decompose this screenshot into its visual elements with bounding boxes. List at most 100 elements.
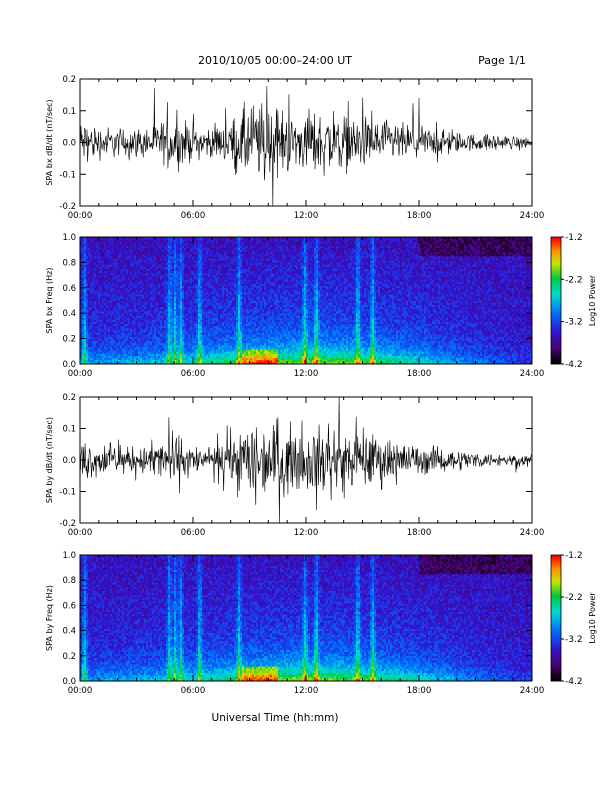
spectrogram-cell — [140, 281, 143, 284]
spectrogram-cell — [94, 289, 97, 293]
spectrogram-cell — [242, 340, 245, 344]
spectrogram-cell — [164, 344, 167, 348]
spectrogram-cell — [136, 300, 139, 303]
spectrogram-cell — [182, 243, 185, 246]
spectrogram-cell — [224, 355, 227, 358]
spectrogram-cell — [240, 359, 243, 363]
spectrogram-cell — [84, 351, 87, 354]
spectrogram-cell — [216, 258, 219, 261]
spectrogram-cell — [102, 289, 105, 293]
spectrogram-cell — [186, 237, 189, 240]
spectrogram-cell — [172, 328, 175, 331]
spectrogram-cell — [180, 340, 183, 344]
spectrogram-cell — [222, 336, 225, 339]
spectrogram-cell — [200, 277, 203, 280]
spectrogram-cell — [238, 342, 241, 346]
spectrogram-cell — [126, 283, 129, 286]
spectrogram-cell — [140, 353, 143, 356]
spectrogram-cell — [148, 256, 151, 259]
spectrogram-cell — [180, 298, 183, 301]
spectrogram-cell — [88, 266, 91, 270]
spectrogram-cell — [216, 313, 219, 316]
spectrogram-cell — [174, 330, 177, 333]
spectrogram-cell — [174, 344, 177, 348]
spectrogram-cell — [180, 304, 183, 308]
spectrogram-cell — [160, 325, 163, 329]
spectrogram-cell — [200, 349, 203, 352]
spectrogram-cell — [136, 281, 139, 284]
spectrogram-cell — [236, 353, 239, 356]
spectrogram-cell — [206, 313, 209, 316]
spectrogram-cell — [162, 315, 165, 318]
spectrogram-cell — [112, 245, 115, 248]
spectrogram-cell — [214, 251, 217, 255]
spectrogram-cell — [84, 357, 87, 361]
spectrogram-cell — [188, 359, 191, 363]
spectrogram-cell — [102, 298, 105, 301]
spectrogram-cell — [224, 347, 227, 350]
spectrogram-cell — [228, 249, 231, 253]
spectrogram-cell — [230, 325, 233, 329]
spectrogram-cell — [88, 315, 91, 318]
spectrogram-cell — [198, 237, 201, 240]
spectrogram-cell — [146, 239, 149, 242]
spectrogram-cell — [214, 264, 217, 267]
spectrogram-cell — [184, 336, 187, 339]
spectrogram-cell — [220, 302, 223, 306]
spectrogram-cell — [188, 332, 191, 335]
spectrogram-cell — [108, 247, 111, 250]
spectrogram-cell — [224, 338, 227, 342]
spectrogram-cell — [152, 266, 155, 270]
spectrogram-cell — [100, 272, 103, 276]
spectrogram-cell — [120, 294, 123, 297]
spectrogram-cell — [204, 330, 207, 333]
spectrogram-cell — [136, 272, 139, 276]
spectrogram-cell — [110, 249, 113, 253]
spectrogram-cell — [126, 298, 129, 301]
spectrogram-cell — [242, 253, 245, 257]
spectrogram-cell — [140, 342, 143, 346]
spectrogram-cell — [102, 349, 105, 352]
spectrogram-cell — [82, 270, 85, 274]
spectrogram-cell — [240, 304, 243, 308]
spectrogram-cell — [142, 340, 145, 344]
spectrogram-cell — [122, 285, 125, 289]
spectrogram-cell — [150, 302, 153, 306]
spectrogram-cell — [126, 355, 129, 358]
spectrogram-cell — [142, 292, 145, 295]
spectrogram-cell — [106, 298, 109, 301]
spectrogram-cell — [182, 294, 185, 297]
spectrogram-cell — [202, 321, 205, 325]
spectrogram-cell — [198, 262, 201, 265]
spectrogram-cell — [152, 245, 155, 248]
spectrogram-cell — [188, 279, 191, 282]
spectrogram-cell — [202, 292, 205, 295]
spectrogram-cell — [204, 247, 207, 250]
spectrogram-cell — [192, 270, 195, 274]
spectrogram-cell — [124, 359, 127, 363]
spectrogram-cell — [204, 270, 207, 274]
spectrogram-cell — [88, 251, 91, 255]
spectrogram-cell — [112, 256, 115, 259]
spectrogram-cell — [218, 262, 221, 265]
spectrogram-cell — [118, 304, 121, 308]
spectrogram-cell — [170, 247, 173, 250]
spectrogram-cell — [206, 251, 209, 255]
spectrogram-cell — [188, 251, 191, 255]
spectrogram-cell — [146, 353, 149, 356]
spectrogram-cell — [122, 344, 125, 348]
spectrogram-cell — [92, 351, 95, 354]
spectrogram-cell — [222, 302, 225, 306]
spectrogram-cell — [234, 302, 237, 306]
spectrogram-cell — [168, 353, 171, 356]
spectrogram-cell — [150, 315, 153, 318]
spectrogram-cell — [82, 281, 85, 284]
spectrogram-cell — [146, 338, 149, 342]
spectrogram-cell — [138, 330, 141, 333]
spectrogram-cell — [160, 357, 163, 361]
spectrogram-cell — [186, 342, 189, 346]
spectrogram-cell — [200, 245, 203, 248]
spectrogram-cell — [190, 275, 193, 278]
spectrogram-cell — [140, 328, 143, 331]
spectrogram-cell — [146, 325, 149, 329]
